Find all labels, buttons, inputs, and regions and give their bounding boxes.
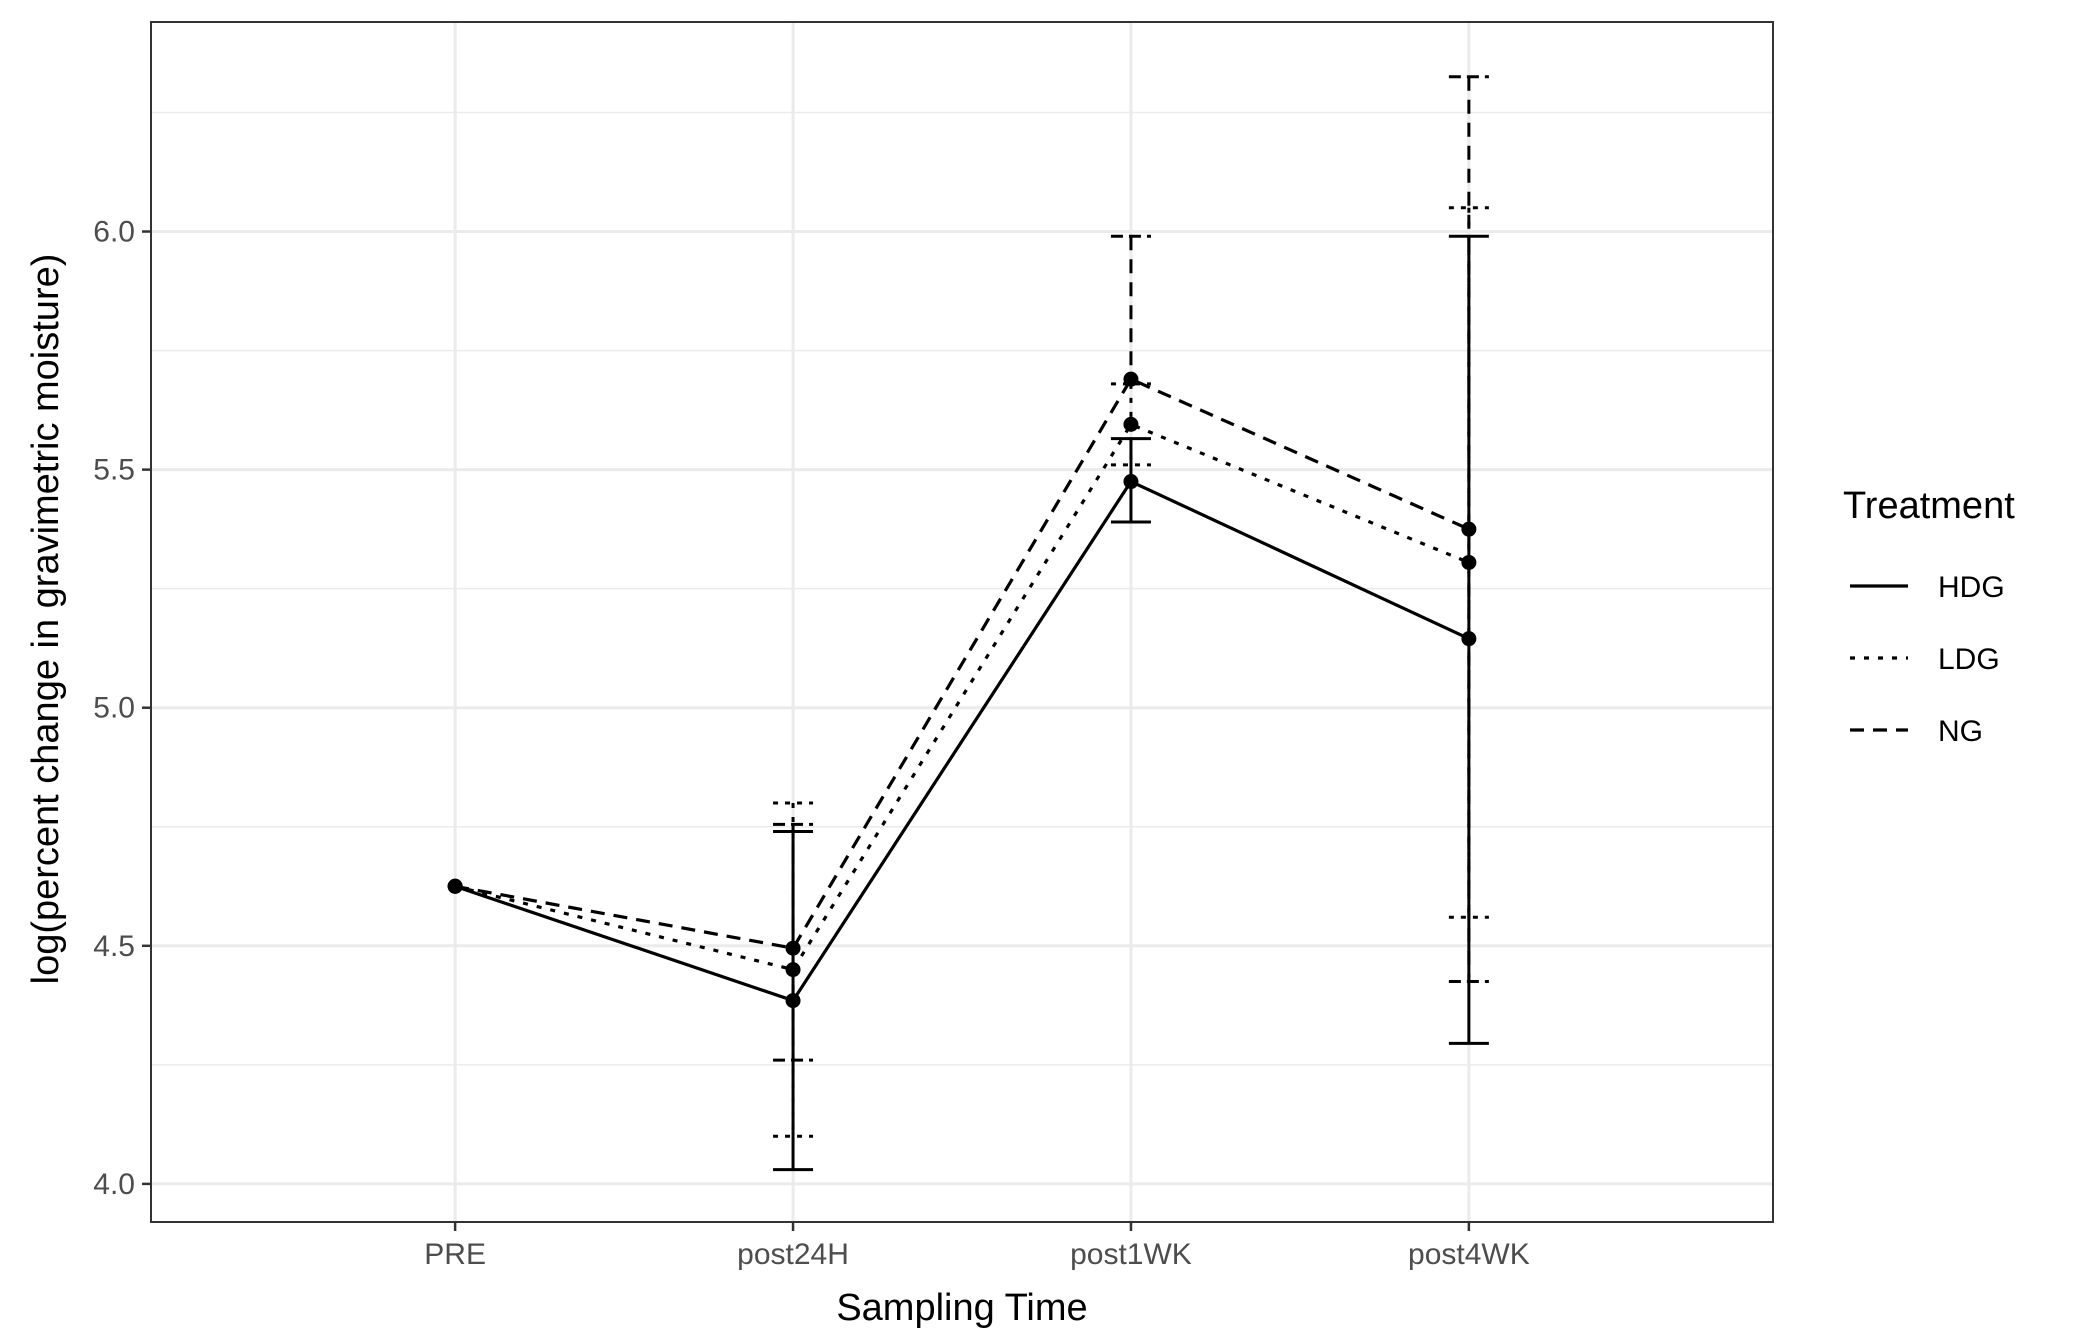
- data-point-ng: [1123, 371, 1139, 387]
- x-tick-label: PRE: [424, 1238, 486, 1271]
- data-point-hdg: [1123, 474, 1139, 490]
- data-point-ng: [785, 940, 801, 956]
- x-tick-label: post1WK: [1070, 1238, 1192, 1271]
- series-line-hdg: [454, 479, 1470, 1003]
- y-tick-label: 6.0: [93, 216, 135, 249]
- y-tick-label: 4.5: [93, 930, 135, 963]
- series-ng: [447, 75, 1489, 1062]
- x-tick-label: post24H: [737, 1238, 849, 1271]
- panel-border: [150, 21, 1774, 1223]
- y-axis-title: log(percent change in gravimetric moistu…: [25, 254, 67, 985]
- series-layer: [447, 75, 1489, 1172]
- series-line-ng: [454, 377, 1470, 950]
- data-point-ng: [447, 878, 463, 894]
- legend-title: Treatment: [1843, 485, 2015, 527]
- legend-label-ldg: LDG: [1938, 643, 2000, 676]
- y-tick-label: 5.5: [93, 454, 135, 487]
- legend-items: HDG LDG NG: [1850, 571, 2005, 748]
- data-point-ng: [1461, 521, 1477, 537]
- data-point-ldg: [1123, 416, 1139, 432]
- x-axis-title: Sampling Time: [836, 1287, 1087, 1329]
- axes: 4.0 4.5 5.0 5.5 6.0 PRE post24H post1WK post4WK: [93, 216, 1529, 1271]
- y-tick-label: 4.0: [93, 1168, 135, 1201]
- y-tick-label: 5.0: [93, 692, 135, 725]
- legend-label-hdg: HDG: [1938, 571, 2005, 604]
- legend-label-ng: NG: [1938, 715, 1983, 748]
- legend: Treatment HDG LDG NG: [1843, 485, 2015, 748]
- x-tick-label: post4WK: [1408, 1238, 1530, 1271]
